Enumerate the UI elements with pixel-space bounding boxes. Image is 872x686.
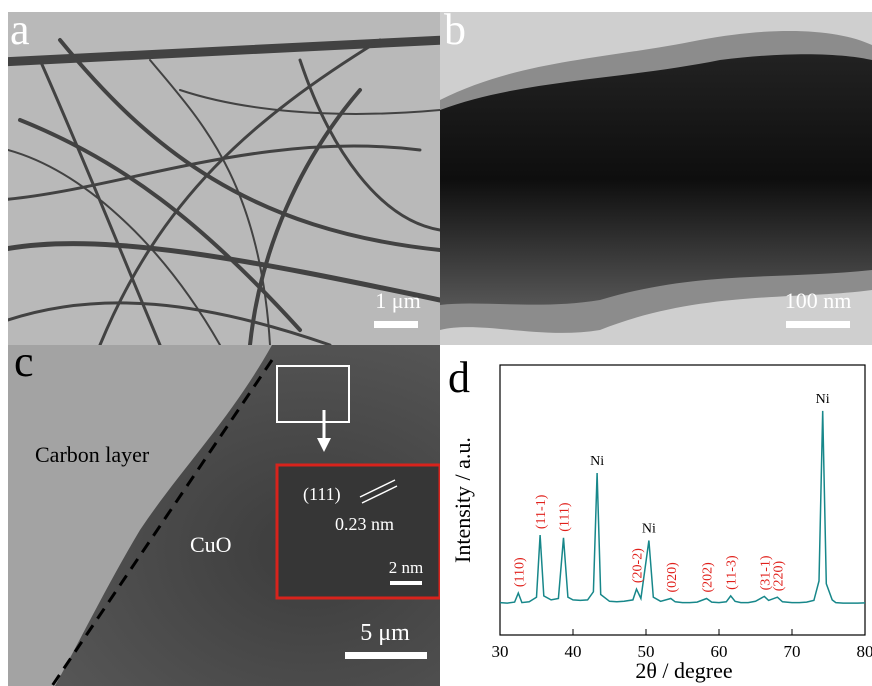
peak-label: (202) [701,562,716,593]
scale-bar [374,321,418,328]
peak-label: (20-2) [631,548,646,583]
region-label: CuO [190,532,232,557]
scale-bar [390,581,422,585]
x-tick-label: 60 [711,642,728,661]
region-label: Carbon layer [35,442,150,467]
peak-label: Ni [816,392,830,407]
plot-frame [500,365,865,635]
x-tick-label: 30 [492,642,509,661]
plane-label: (111) [303,484,341,505]
peak-label: (220) [771,561,786,592]
x-tick-label: 40 [565,642,582,661]
peak-label: (110) [512,557,527,587]
peak-label: (11-1) [534,494,549,529]
spacing-label: 0.23 nm [335,514,394,534]
peak-label: (11-3) [725,555,740,590]
y-axis-label: Intensity / a.u. [450,437,475,563]
xrd-line [500,411,865,603]
scale-label: 2 nm [389,558,423,577]
figure: a 1 μm b 100 nm c Carbon layer CuO (111)… [0,0,872,686]
panel-label: a [10,5,30,54]
panel-a: a 1 μm [0,5,445,345]
panel-d: d 2θ / degree Intensity / a.u. 30 40 50 60 7… [448,353,872,683]
panel-b: b 100 nm [440,5,872,345]
peak-label: (020) [665,562,680,593]
peak-label: Ni [642,522,656,537]
panel-label: b [444,5,466,54]
x-tick-label: 50 [638,642,655,661]
peak-label: (111) [558,502,573,532]
scale-label: 5 μm [360,620,410,646]
scale-label: 100 nm [785,288,852,313]
x-axis-label: 2θ / degree [635,658,732,683]
x-tick-label: 70 [784,642,801,661]
scale-bar [345,652,427,659]
scale-bar [786,321,850,328]
panel-c: c Carbon layer CuO (111) 0.23 nm 2 nm 5 … [8,337,440,686]
peak-label: Ni [590,454,604,469]
x-tick-label: 80 [857,642,872,661]
panel-label: d [448,353,470,402]
scale-label: 1 μm [375,288,420,313]
